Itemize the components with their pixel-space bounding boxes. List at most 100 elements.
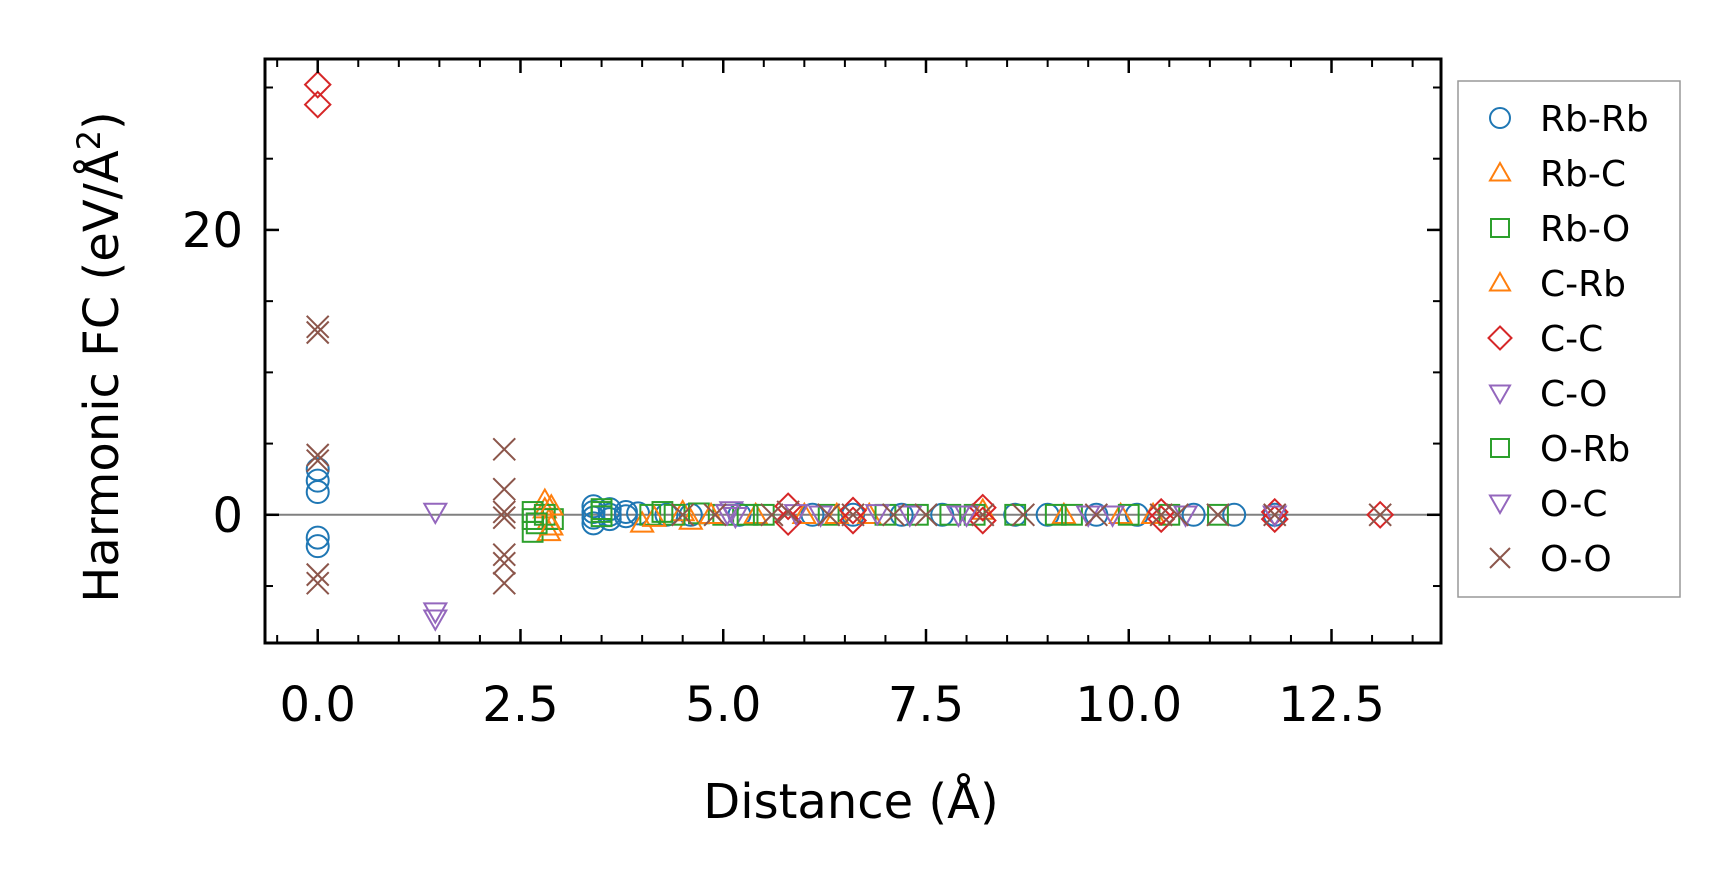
point-rb-rb xyxy=(1003,502,1028,527)
point-c-o xyxy=(864,504,891,527)
point-rb-o xyxy=(639,503,662,526)
point-rb-o xyxy=(663,503,686,526)
y-axis-label-superscript: 2 xyxy=(70,130,108,150)
point-rb-c xyxy=(1107,501,1134,525)
axis-ticks xyxy=(265,59,1441,643)
point-o-o xyxy=(703,503,727,527)
point-o-o xyxy=(1149,503,1173,527)
point-o-o xyxy=(492,542,516,567)
data-points xyxy=(303,70,1395,632)
x-tick-label: 0.0 xyxy=(280,677,356,733)
point-o-c xyxy=(1099,505,1126,528)
point-o-o xyxy=(1206,503,1230,527)
point-c-c xyxy=(774,507,803,536)
point-o-o xyxy=(1084,503,1109,527)
point-c-c xyxy=(968,493,997,522)
point-o-c xyxy=(945,505,972,528)
point-rb-c xyxy=(791,501,818,525)
point-c-o xyxy=(422,602,449,625)
point-rb-rb xyxy=(654,502,679,527)
point-c-c xyxy=(838,496,868,525)
legend-label-rb-o: Rb-O xyxy=(1540,209,1630,250)
point-rb-c xyxy=(742,501,769,525)
point-o-o xyxy=(306,571,330,595)
point-o-o xyxy=(1368,503,1392,527)
point-rb-c xyxy=(1051,501,1077,525)
point-rb-rb xyxy=(1222,502,1247,527)
point-o-o xyxy=(492,551,516,575)
point-o-rb xyxy=(651,501,674,523)
point-c-c xyxy=(774,492,803,521)
point-o-o xyxy=(492,571,516,595)
point-rb-rb xyxy=(305,468,330,493)
point-rb-rb xyxy=(889,502,914,527)
point-rb-o xyxy=(906,503,929,526)
legend: Rb-Rb Rb-C Rb-O C-Rb C-C C-O O-Rb O-C O-O xyxy=(1457,80,1681,598)
legend-label-rb-c: Rb-C xyxy=(1540,154,1626,195)
point-c-o xyxy=(897,505,923,528)
point-c-c xyxy=(303,70,332,99)
point-rb-o xyxy=(542,508,564,530)
point-c-c xyxy=(1260,505,1289,534)
point-o-o xyxy=(306,320,330,345)
legend-label-c-c: C-C xyxy=(1540,319,1603,360)
point-o-o xyxy=(1165,503,1190,527)
legend-label-o-rb: O-Rb xyxy=(1540,429,1630,470)
point-c-c xyxy=(1147,505,1176,534)
point-o-c xyxy=(1262,505,1288,528)
point-c-c xyxy=(1366,500,1395,529)
legend-marker-c-c xyxy=(1487,325,1513,351)
point-o-o xyxy=(306,315,330,339)
legend-label-o-o: O-O xyxy=(1540,539,1612,580)
point-o-rb xyxy=(939,503,962,526)
point-c-c xyxy=(838,506,868,535)
legend-label-rb-rb: Rb-Rb xyxy=(1540,99,1649,140)
x-tick-label: 10.0 xyxy=(1075,677,1182,733)
point-c-rb xyxy=(641,504,668,527)
point-o-o xyxy=(1011,503,1036,527)
y-axis-label-close: ) xyxy=(74,111,130,130)
y-tick-label: 0 xyxy=(212,488,243,544)
legend-frame xyxy=(1457,80,1681,598)
legend-marker-rb-rb xyxy=(1489,107,1511,129)
point-c-o xyxy=(422,502,449,525)
point-o-c xyxy=(714,504,741,527)
legend-marker-o-c xyxy=(1488,494,1512,516)
point-o-o xyxy=(670,503,695,527)
x-tick-label: 2.5 xyxy=(482,677,558,733)
point-rb-c xyxy=(629,510,655,533)
point-o-rb xyxy=(590,498,613,521)
y-axis-label: Harmonic FC (eV/Å2) xyxy=(70,111,130,603)
point-rb-rb xyxy=(305,480,330,505)
plot-frame xyxy=(263,57,1443,645)
point-rb-o xyxy=(817,503,840,526)
y-axis-label-main: Harmonic FC (eV/Å xyxy=(73,150,130,603)
point-o-o xyxy=(881,503,906,527)
point-rb-rb xyxy=(626,501,651,526)
tick-labels: 0.0 2.5 5.0 7.5 10.0 12.5 0 20 xyxy=(182,203,1385,733)
point-o-o xyxy=(306,443,330,467)
legend-marker-c-rb xyxy=(1488,270,1512,292)
point-o-o xyxy=(492,437,516,461)
point-o-rb xyxy=(736,503,759,526)
legend-marker-rb-c xyxy=(1488,160,1512,182)
legend-marker-c-o xyxy=(1488,384,1512,406)
point-c-o xyxy=(422,609,449,632)
x-tick-label: 12.5 xyxy=(1278,677,1385,733)
x-tick-label: 5.0 xyxy=(685,677,761,733)
point-rb-rb xyxy=(305,534,330,559)
point-o-o xyxy=(841,503,865,527)
point-o-o xyxy=(306,448,330,473)
legend-marker-o-rb xyxy=(1490,438,1510,458)
x-tick-label: 7.5 xyxy=(888,677,964,733)
point-o-o xyxy=(776,500,800,524)
point-o-o xyxy=(492,500,516,524)
point-rb-o xyxy=(1044,503,1067,526)
point-rb-o xyxy=(1004,503,1027,526)
point-rb-rb xyxy=(597,497,622,522)
point-o-o xyxy=(914,503,938,527)
point-c-c xyxy=(303,90,332,119)
legend-label-c-o: C-O xyxy=(1540,374,1607,415)
point-rb-rb xyxy=(581,511,606,536)
